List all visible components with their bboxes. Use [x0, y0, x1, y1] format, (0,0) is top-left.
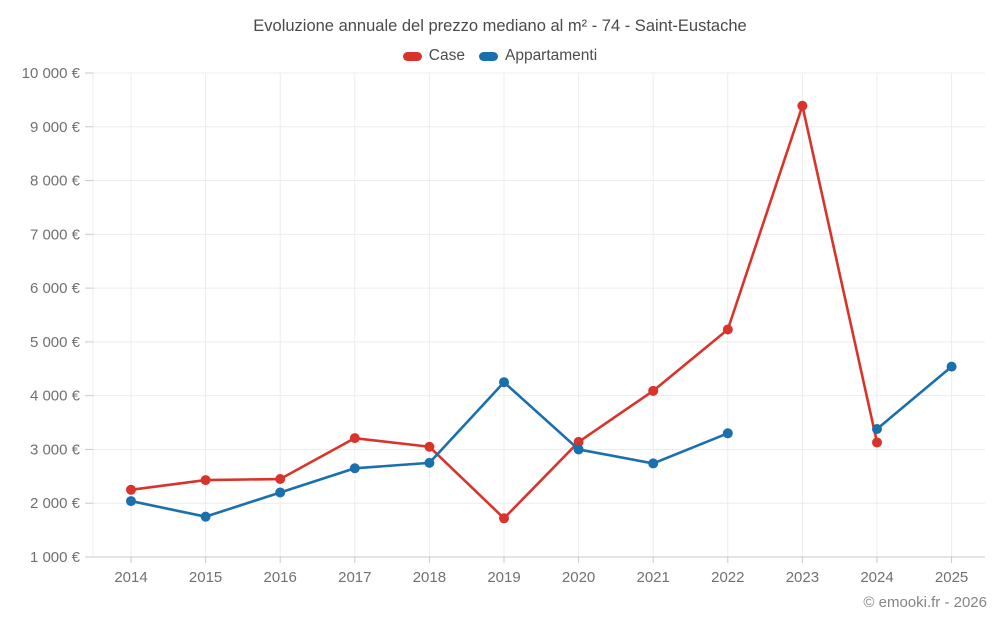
- data-point-case-2024[interactable]: [872, 437, 882, 448]
- x-axis-label: 2022: [711, 569, 744, 586]
- data-point-case-2018[interactable]: [424, 441, 435, 452]
- y-axis-label: 3 000 €: [30, 441, 81, 458]
- x-axis-label: 2019: [487, 569, 520, 586]
- data-point-appartamenti-2019[interactable]: [499, 377, 509, 388]
- y-axis-label: 2 000 €: [30, 495, 81, 512]
- legend-swatch-appartamenti: [478, 51, 498, 61]
- y-axis-label: 7 000 €: [30, 226, 81, 243]
- data-point-appartamenti-2018[interactable]: [424, 457, 435, 468]
- y-axis-label: 9 000 €: [30, 119, 81, 136]
- chart-gridlines: [92, 72, 985, 557]
- x-axis: 2014 2015 2016 2017 2018 2019 2020 2021 2022 2023…: [93, 556, 985, 586]
- legend-label-appartamenti: Appartamenti: [504, 47, 598, 64]
- x-axis-label: 2025: [935, 569, 968, 586]
- data-point-case-2015[interactable]: [200, 475, 211, 486]
- y-axis-label: 5 000 €: [30, 334, 81, 351]
- x-axis-label: 2023: [786, 569, 819, 586]
- legend-item-appartamenti[interactable]: Appartamenti: [478, 47, 598, 65]
- data-point-appartamenti-2022[interactable]: [722, 428, 733, 439]
- copyright-note: © emooki.fr - 2026: [863, 594, 987, 611]
- legend-label-case: Case: [428, 47, 465, 64]
- data-point-case-2014[interactable]: [126, 484, 136, 495]
- legend-item-case[interactable]: Case: [402, 47, 465, 65]
- x-axis-label: 2021: [637, 569, 670, 586]
- y-axis: 1 000 € 2 000 € 3 000 € 4 000 € 5 000 € 6 000…: [22, 65, 93, 566]
- data-point-appartamenti-2015[interactable]: [200, 511, 211, 522]
- data-point-case-2017[interactable]: [349, 433, 360, 444]
- x-axis-label: 2024: [860, 569, 893, 586]
- data-point-appartamenti-2017[interactable]: [349, 463, 360, 474]
- data-point-case-2023[interactable]: [797, 100, 808, 111]
- x-axis-label: 2018: [413, 569, 446, 586]
- x-axis-label: 2017: [338, 569, 371, 586]
- series-case: [126, 100, 882, 524]
- data-point-case-2021[interactable]: [648, 385, 659, 396]
- x-axis-label: 2014: [114, 569, 147, 586]
- y-axis-label: 1 000 €: [30, 549, 81, 566]
- series-line-appartamenti: [875, 365, 953, 431]
- data-point-case-2019[interactable]: [499, 513, 509, 524]
- x-axis-label: 2015: [189, 569, 222, 586]
- y-axis-label: 10 000 €: [22, 65, 81, 82]
- chart-legend: Case Appartamenti: [0, 47, 1000, 65]
- legend-swatch-case: [402, 51, 422, 61]
- x-axis-label: 2016: [264, 569, 297, 586]
- y-axis-label: 4 000 €: [30, 388, 81, 405]
- data-point-appartamenti-2025[interactable]: [946, 361, 957, 372]
- data-point-appartamenti-2020[interactable]: [573, 444, 584, 455]
- data-point-appartamenti-2024[interactable]: [872, 424, 882, 435]
- data-point-appartamenti-2014[interactable]: [126, 496, 136, 507]
- series-appartamenti: [126, 361, 957, 522]
- x-axis-label: 2020: [562, 569, 595, 586]
- data-point-case-2020[interactable]: [573, 436, 584, 447]
- chart-title: Evoluzione annuale del prezzo mediano al…: [253, 17, 747, 35]
- data-point-case-2016[interactable]: [275, 474, 286, 485]
- data-point-appartamenti-2016[interactable]: [275, 487, 286, 498]
- data-point-case-2022[interactable]: [722, 324, 733, 335]
- data-point-appartamenti-2021[interactable]: [648, 458, 659, 469]
- y-axis-label: 6 000 €: [30, 280, 81, 297]
- y-axis-label: 8 000 €: [30, 173, 81, 190]
